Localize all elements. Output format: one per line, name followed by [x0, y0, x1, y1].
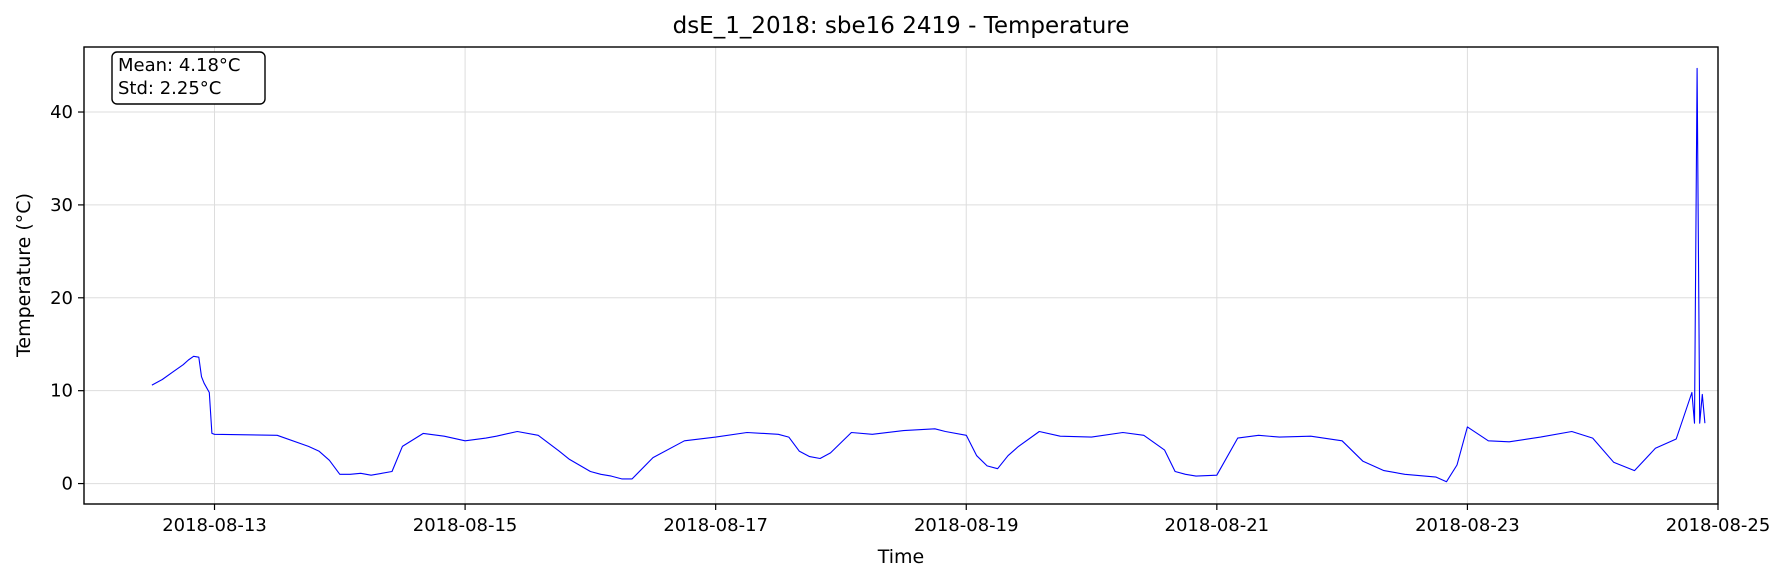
x-tick-label: 2018-08-17 [663, 515, 768, 536]
y-tick-label: 20 [50, 288, 73, 309]
x-axis-label: Time [877, 546, 925, 568]
plot-area [151, 67, 1706, 483]
stats-std: Std: 2.25°C [118, 78, 221, 99]
x-tick-label: 2018-08-25 [1666, 515, 1771, 536]
x-tick-label: 2018-08-15 [413, 515, 518, 536]
temperature-series-line [151, 67, 1706, 483]
x-tick-label: 2018-08-21 [1165, 515, 1270, 536]
gridlines [84, 47, 1718, 504]
chart-title: dsE_1_2018: sbe16 2419 - Temperature [673, 13, 1130, 39]
x-tick-label: 2018-08-19 [914, 515, 1019, 536]
y-axis-label: Temperature (°C) [13, 193, 35, 358]
stats-mean: Mean: 4.18°C [118, 55, 240, 76]
axes-frame [83, 46, 1719, 505]
x-tick-label: 2018-08-23 [1415, 515, 1520, 536]
y-tick-label: 10 [50, 381, 73, 402]
stats-box-frame [111, 51, 266, 105]
stats-box: Mean: 4.18°C Std: 2.25°C [111, 51, 266, 105]
y-tick-label: 30 [50, 195, 73, 216]
axis-ticks: 2018-08-13 2018-08-15 2018-08-17 2018-08-19… [50, 102, 1770, 536]
x-tick-label: 2018-08-13 [162, 515, 267, 536]
y-tick-label: 0 [62, 474, 73, 495]
y-tick-label: 40 [50, 102, 73, 123]
